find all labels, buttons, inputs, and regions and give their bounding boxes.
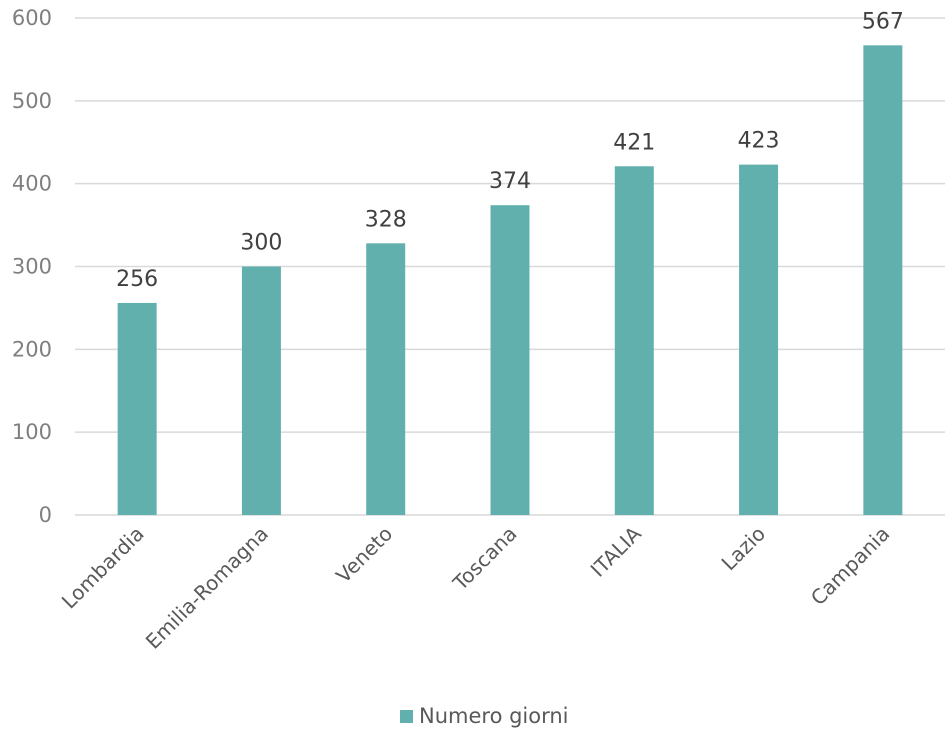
legend-swatch [400,709,413,723]
x-tick-label: ITALIA [586,521,646,581]
data-label: 567 [862,9,904,34]
x-tick-label: Lombardia [57,522,149,614]
bar [366,243,406,515]
y-axis-ticks: 0 100 200 300 400 500 600 [12,6,52,527]
data-label: 374 [489,169,531,194]
bar [117,302,157,515]
bar [863,45,903,516]
data-label: 256 [116,267,158,292]
data-labels: 256 300 328 374 421 423 567 [116,9,904,292]
legend: Numero giorni [400,704,569,728]
legend-label: Numero giorni [419,704,569,728]
data-label: 421 [613,130,655,155]
x-tick-label: Campania [806,522,894,610]
y-tick-label: 0 [39,503,52,527]
y-tick-label: 600 [12,6,52,30]
y-tick-label: 400 [12,172,52,196]
y-tick-label: 500 [12,89,52,113]
x-tick-label: Lazio [717,522,771,576]
bar [739,164,779,516]
data-label: 328 [365,207,407,232]
bar [241,266,281,515]
bar [490,205,530,515]
x-tick-label: Toscana [448,522,522,596]
data-label: 300 [240,231,282,256]
x-tick-label: Veneto [331,522,397,588]
bars [117,45,903,516]
y-tick-label: 200 [12,337,52,361]
y-tick-label: 100 [12,420,52,444]
y-tick-label: 300 [12,255,52,279]
bar [614,166,654,515]
data-label: 423 [738,129,780,154]
x-tick-label: Emilia-Romagna [141,522,273,654]
